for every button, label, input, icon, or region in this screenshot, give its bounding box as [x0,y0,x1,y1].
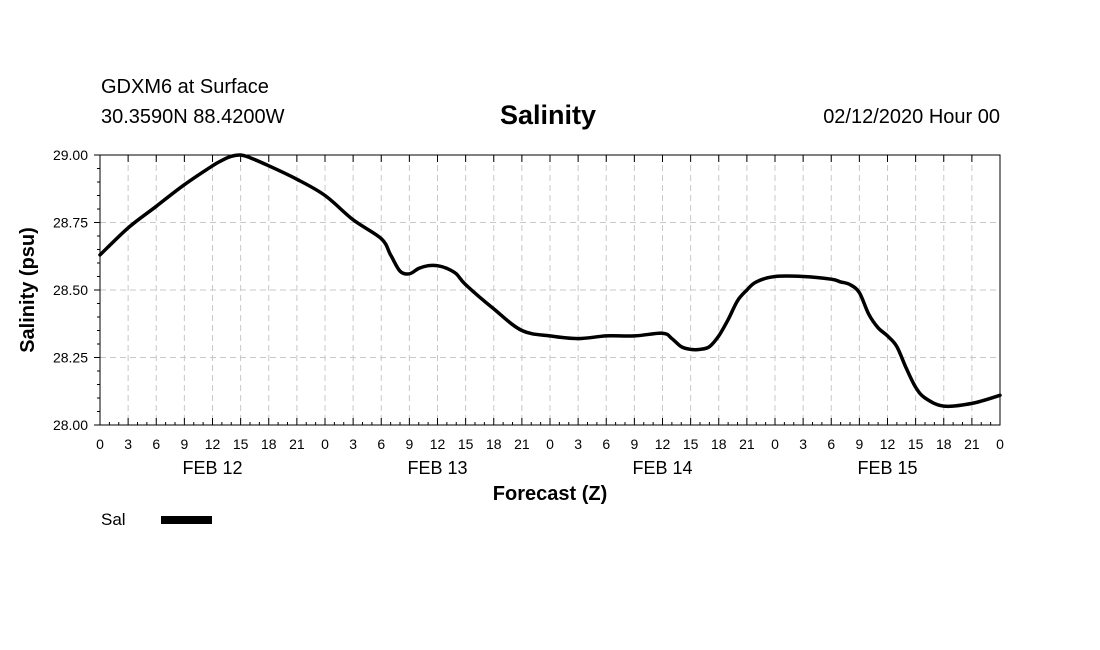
x-tick-label: 9 [630,436,638,452]
x-tick-label: 0 [546,436,554,452]
chart-title: Salinity [500,100,597,130]
x-tick-label: 15 [233,436,249,452]
x-tick-label: 9 [855,436,863,452]
x-tick-label: 3 [574,436,582,452]
x-tick-label: 18 [936,436,952,452]
y-tick-labels: 28.00 28.25 28.50 28.75 29.00 [53,147,88,433]
x-tick-label: 18 [261,436,277,452]
y-tick-label: 29.00 [53,147,88,163]
grid-lines [100,155,1000,425]
x-tick-label: 0 [996,436,1004,452]
x-tick-label: 12 [205,436,221,452]
x-tick-label: 3 [124,436,132,452]
x-tick-label: 12 [880,436,896,452]
x-tick-label: 6 [377,436,385,452]
x-tick-label: 21 [289,436,305,452]
x-tick-label: 21 [964,436,980,452]
x-tick-label: 3 [799,436,807,452]
y-tick-label: 28.00 [53,417,88,433]
x-tick-labels: 0 3 6 9 12 15 18 21 0 3 6 9 12 15 18 21 0 3 6 9 12 15 18 21 0 3 6 9… [96,436,1004,452]
x-tick-label: 12 [655,436,671,452]
x-tick-label: 21 [739,436,755,452]
x-tick-label: 15 [908,436,924,452]
x-tick-label: 0 [96,436,104,452]
y-tick-label: 28.25 [53,350,88,366]
x-tick-label: 0 [771,436,779,452]
day-label: FEB 13 [407,458,467,478]
x-tick-label: 12 [430,436,446,452]
day-label: FEB 12 [182,458,242,478]
x-tick-label: 3 [349,436,357,452]
x-tick-label: 18 [486,436,502,452]
model-run-time: 02/12/2020 Hour 00 [823,106,1000,128]
x-tick-label: 15 [458,436,474,452]
day-label: FEB 15 [857,458,917,478]
x-tick-label: 6 [827,436,835,452]
plot-frame [99,154,1001,426]
x-tick-label: 6 [602,436,610,452]
x-tick-label: 15 [683,436,699,452]
x-tick-label: 6 [152,436,160,452]
station-coordinates: 30.3590N 88.4200W [101,106,285,128]
x-axis-label: Forecast (Z) [493,483,607,505]
salinity-line [98,153,1002,409]
y-tick-label: 28.50 [53,282,88,298]
day-label: FEB 14 [632,458,692,478]
x-tick-label: 9 [405,436,413,452]
legend-label: Sal [101,510,126,529]
day-labels: FEB 12 FEB 13 FEB 14 FEB 15 [182,458,917,478]
y-tick-label: 28.75 [53,215,88,231]
x-tick-label: 18 [711,436,727,452]
x-tick-label: 21 [514,436,530,452]
x-tick-label: 0 [321,436,329,452]
y-axis-label: Salinity (psu) [17,227,39,353]
x-tick-label: 9 [180,436,188,452]
station-name: GDXM6 at Surface [101,76,269,98]
